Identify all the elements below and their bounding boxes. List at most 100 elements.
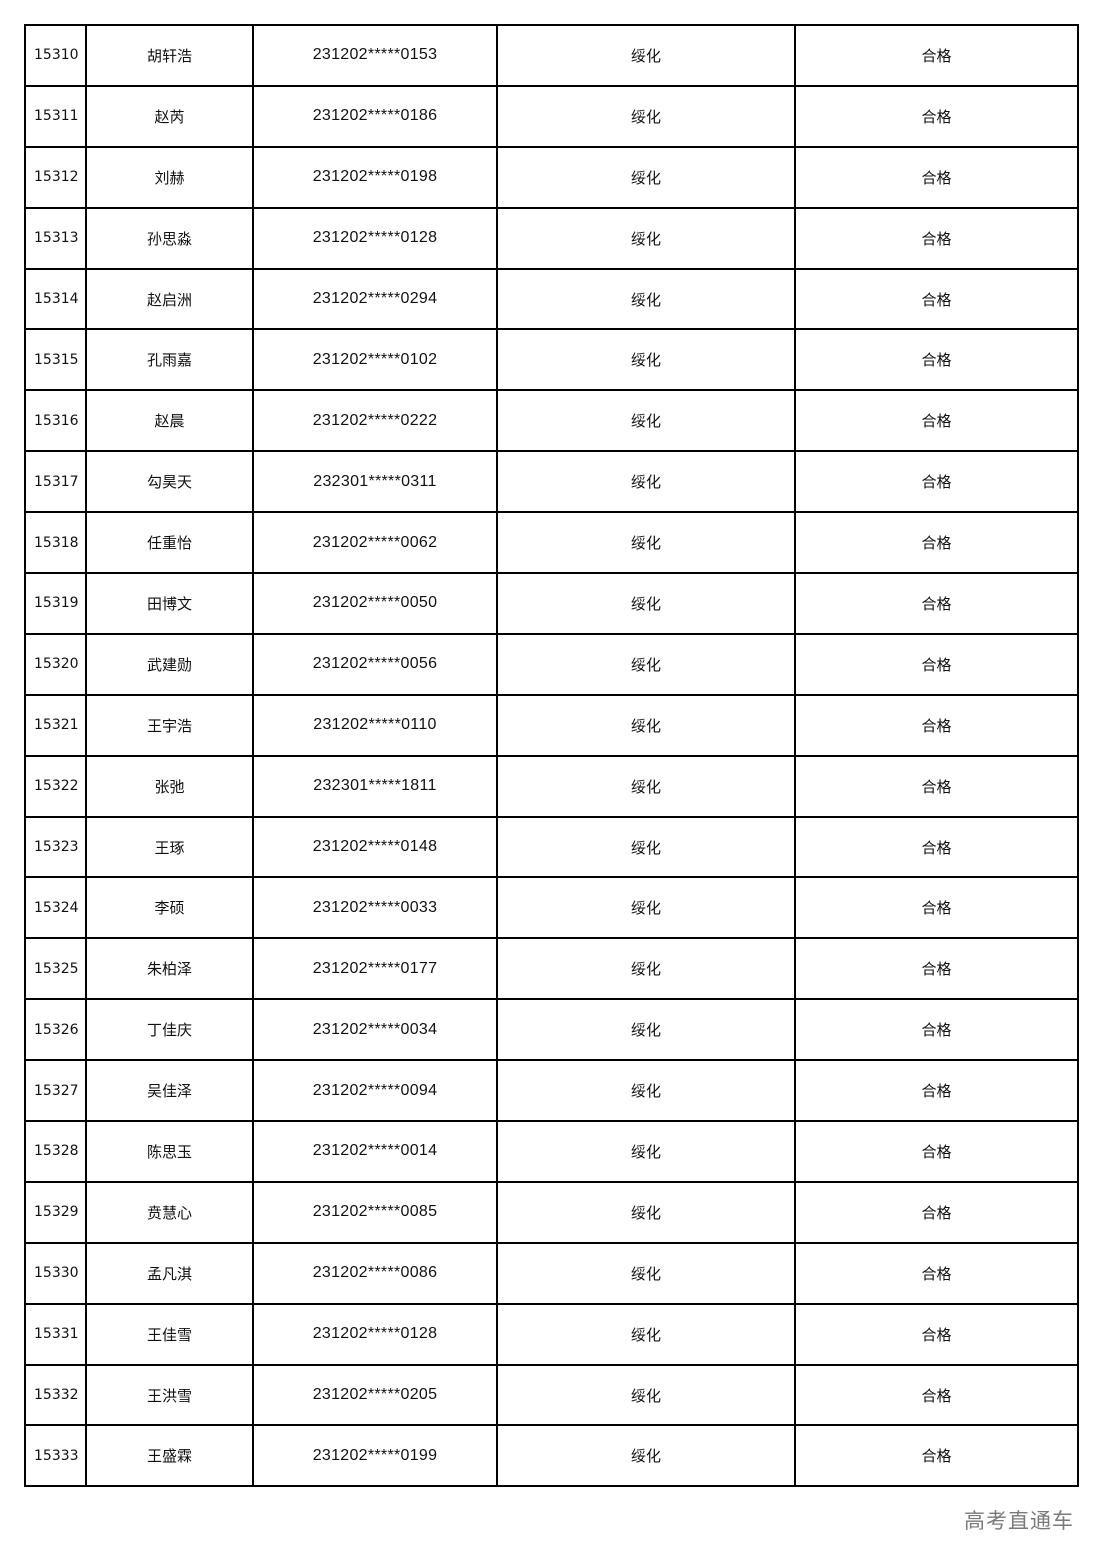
result-cell: 合格 — [794, 693, 1079, 757]
id-number-cell: 231202*****0186 — [252, 84, 498, 148]
location-cell: 绥化 — [496, 754, 796, 818]
result-cell: 合格 — [794, 1241, 1079, 1305]
id-number-cell: 231202*****0102 — [252, 328, 498, 392]
table-body: 15310 胡轩浩 231202*****0153 绥化 合格 15311 赵芮 231202… — [24, 24, 1079, 1488]
result-cell: 合格 — [794, 815, 1079, 879]
result-cell: 合格 — [794, 754, 1079, 818]
table-row: 15331 王佳雪 231202*****0128 绥化 合格 — [24, 1302, 1079, 1366]
id-number-cell: 231202*****0199 — [252, 1424, 498, 1488]
table-row: 15323 王琢 231202*****0148 绥化 合格 — [24, 815, 1079, 879]
result-cell: 合格 — [794, 1424, 1079, 1488]
seq-cell: 15331 — [24, 1302, 87, 1366]
table-row: 15320 武建勋 231202*****0056 绥化 合格 — [24, 632, 1079, 696]
id-number-cell: 231202*****0014 — [252, 1120, 498, 1183]
location-cell: 绥化 — [496, 328, 796, 392]
id-number-cell: 231202*****0062 — [252, 511, 498, 575]
id-number-cell: 232301*****1811 — [252, 754, 498, 818]
id-number-cell: 231202*****0128 — [252, 206, 498, 270]
table-row: 15333 王盛霖 231202*****0199 绥化 合格 — [24, 1424, 1079, 1488]
table-row: 15325 朱柏泽 231202*****0177 绥化 合格 — [24, 937, 1079, 1001]
result-cell: 合格 — [794, 998, 1079, 1062]
id-number-cell: 231202*****0110 — [252, 693, 498, 757]
name-cell: 孟凡淇 — [85, 1241, 254, 1305]
seq-cell: 15311 — [24, 84, 87, 148]
name-cell: 王盛霖 — [85, 1424, 254, 1488]
seq-cell: 15330 — [24, 1241, 87, 1305]
seq-cell: 15320 — [24, 632, 87, 696]
location-cell: 绥化 — [496, 1302, 796, 1366]
seq-cell: 15315 — [24, 328, 87, 392]
seq-cell: 15326 — [24, 998, 87, 1062]
results-table: 15310 胡轩浩 231202*****0153 绥化 合格 15311 赵芮 231202… — [24, 24, 1079, 1488]
table-row: 15313 孙思淼 231202*****0128 绥化 合格 — [24, 206, 1079, 270]
seq-cell: 15321 — [24, 693, 87, 757]
location-cell: 绥化 — [496, 693, 796, 757]
name-cell: 胡轩浩 — [85, 24, 254, 87]
result-cell: 合格 — [794, 572, 1079, 635]
seq-cell: 15333 — [24, 1424, 87, 1488]
table-row: 15310 胡轩浩 231202*****0153 绥化 合格 — [24, 24, 1079, 87]
watermark: 高考直通车 — [964, 1509, 1074, 1533]
location-cell: 绥化 — [496, 145, 796, 209]
id-number-cell: 231202*****0034 — [252, 998, 498, 1062]
id-number-cell: 231202*****0050 — [252, 572, 498, 635]
seq-cell: 15323 — [24, 815, 87, 879]
seq-cell: 15316 — [24, 389, 87, 453]
table-row: 15322 张弛 232301*****1811 绥化 合格 — [24, 754, 1079, 818]
name-cell: 贲慧心 — [85, 1180, 254, 1244]
table-row: 15319 田博文 231202*****0050 绥化 合格 — [24, 572, 1079, 635]
id-number-cell: 231202*****0085 — [252, 1180, 498, 1244]
name-cell: 赵晨 — [85, 389, 254, 453]
name-cell: 赵芮 — [85, 84, 254, 148]
name-cell: 武建勋 — [85, 632, 254, 696]
location-cell: 绥化 — [496, 876, 796, 940]
result-cell: 合格 — [794, 328, 1079, 392]
seq-cell: 15319 — [24, 572, 87, 635]
table-row: 15315 孔雨嘉 231202*****0102 绥化 合格 — [24, 328, 1079, 392]
location-cell: 绥化 — [496, 24, 796, 87]
location-cell: 绥化 — [496, 450, 796, 514]
name-cell: 孙思淼 — [85, 206, 254, 270]
location-cell: 绥化 — [496, 1059, 796, 1123]
result-cell: 合格 — [794, 1120, 1079, 1183]
result-cell: 合格 — [794, 1059, 1079, 1123]
result-cell: 合格 — [794, 389, 1079, 453]
name-cell: 丁佳庆 — [85, 998, 254, 1062]
result-cell: 合格 — [794, 267, 1079, 331]
table-row: 15330 孟凡淇 231202*****0086 绥化 合格 — [24, 1241, 1079, 1305]
seq-cell: 15324 — [24, 876, 87, 940]
result-cell: 合格 — [794, 450, 1079, 514]
name-cell: 王琢 — [85, 815, 254, 879]
seq-cell: 15317 — [24, 450, 87, 514]
location-cell: 绥化 — [496, 998, 796, 1062]
table-row: 15321 王宇浩 231202*****0110 绥化 合格 — [24, 693, 1079, 757]
name-cell: 刘赫 — [85, 145, 254, 209]
name-cell: 王宇浩 — [85, 693, 254, 757]
result-cell: 合格 — [794, 937, 1079, 1001]
id-number-cell: 231202*****0086 — [252, 1241, 498, 1305]
id-number-cell: 231202*****0294 — [252, 267, 498, 331]
name-cell: 吴佳泽 — [85, 1059, 254, 1123]
table-row: 15326 丁佳庆 231202*****0034 绥化 合格 — [24, 998, 1079, 1062]
name-cell: 田博文 — [85, 572, 254, 635]
id-number-cell: 231202*****0205 — [252, 1363, 498, 1427]
seq-cell: 15318 — [24, 511, 87, 575]
table-row: 15332 王洪雪 231202*****0205 绥化 合格 — [24, 1363, 1079, 1427]
result-cell: 合格 — [794, 1180, 1079, 1244]
id-number-cell: 231202*****0128 — [252, 1302, 498, 1366]
seq-cell: 15332 — [24, 1363, 87, 1427]
id-number-cell: 231202*****0033 — [252, 876, 498, 940]
result-cell: 合格 — [794, 145, 1079, 209]
table-row: 15329 贲慧心 231202*****0085 绥化 合格 — [24, 1180, 1079, 1244]
table-row: 15327 吴佳泽 231202*****0094 绥化 合格 — [24, 1059, 1079, 1123]
name-cell: 赵启洲 — [85, 267, 254, 331]
name-cell: 孔雨嘉 — [85, 328, 254, 392]
table-row: 15324 李硕 231202*****0033 绥化 合格 — [24, 876, 1079, 940]
result-cell: 合格 — [794, 1302, 1079, 1366]
table-row: 15311 赵芮 231202*****0186 绥化 合格 — [24, 84, 1079, 148]
location-cell: 绥化 — [496, 1241, 796, 1305]
location-cell: 绥化 — [496, 206, 796, 270]
seq-cell: 15322 — [24, 754, 87, 818]
seq-cell: 15329 — [24, 1180, 87, 1244]
location-cell: 绥化 — [496, 389, 796, 453]
